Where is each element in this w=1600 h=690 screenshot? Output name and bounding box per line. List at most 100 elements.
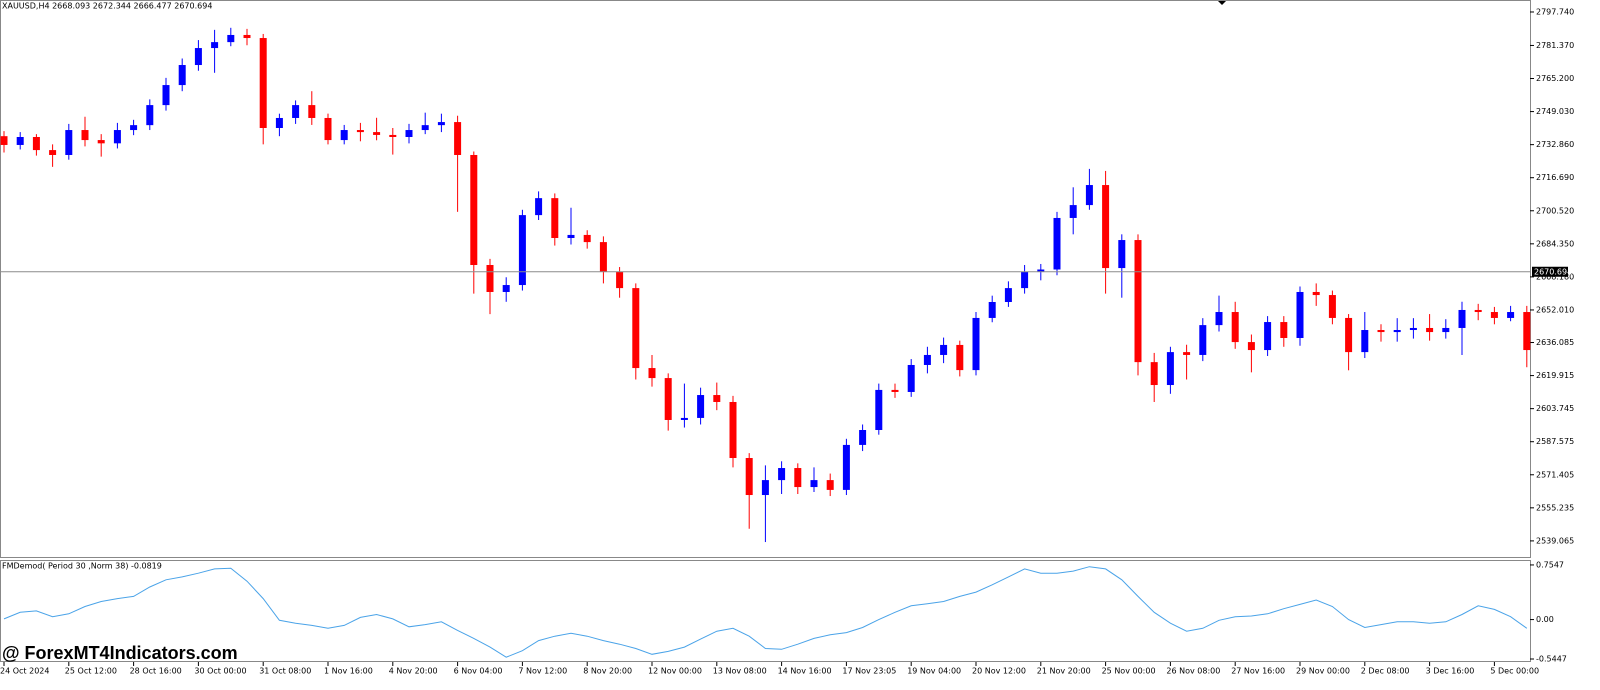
candle-body — [1442, 327, 1450, 333]
candle-body — [875, 389, 883, 431]
indicator-frame — [0, 560, 1531, 662]
current-price-box — [1532, 266, 1568, 277]
candle-body — [275, 117, 283, 128]
candle-body — [1231, 312, 1239, 343]
watermark: @ ForexMT4Indicators.com — [2, 643, 238, 663]
x-tick-label: 31 Oct 08:00 — [259, 667, 311, 676]
candle-body — [356, 130, 364, 133]
candle-body — [826, 480, 834, 490]
y-tick-label: 2603.745 — [1536, 404, 1574, 413]
candle-body — [842, 444, 850, 490]
candle-body — [940, 344, 948, 355]
candle-body — [956, 344, 964, 371]
candle-body — [146, 105, 154, 126]
y-tick-label: 2571.405 — [1536, 470, 1574, 479]
candle-body — [583, 234, 591, 243]
candle-body — [1053, 217, 1061, 270]
candle-body — [1085, 185, 1093, 206]
candle-body — [1523, 312, 1531, 351]
chart-title: XAUUSD,H4 2668.093 2672.344 2666.477 267… — [2, 2, 212, 11]
candle-body — [1134, 240, 1142, 363]
candle-body — [211, 42, 219, 49]
y-tick-label: 2684.350 — [1536, 239, 1574, 248]
candle-body — [340, 130, 348, 141]
candle-body — [194, 48, 202, 66]
candle-body — [599, 242, 607, 272]
candle-body — [1458, 309, 1466, 328]
candle-body — [389, 134, 397, 137]
x-tick-label: 25 Oct 12:00 — [65, 667, 117, 676]
x-tick-label: 25 Nov 00:00 — [1102, 667, 1156, 676]
candle-body — [227, 34, 235, 43]
x-tick-label: 7 Nov 12:00 — [518, 667, 567, 676]
candle-body — [259, 38, 267, 128]
candle-body — [243, 34, 251, 39]
candle-body — [1118, 240, 1126, 269]
x-tick-label: 6 Nov 04:00 — [454, 667, 503, 676]
y-tick-label: 2765.200 — [1536, 74, 1574, 83]
y-tick-label: 2555.235 — [1536, 503, 1574, 512]
candle-body — [1021, 271, 1029, 289]
candle-body — [1102, 185, 1110, 269]
candle-body — [891, 389, 899, 392]
candle-body — [405, 130, 413, 137]
y-tick-label: 2716.690 — [1536, 173, 1574, 182]
y-tick-label: 2781.370 — [1536, 41, 1574, 50]
candle-body — [324, 117, 332, 141]
candle-body — [0, 136, 8, 145]
candle-body — [162, 85, 170, 106]
y-tick-label: 2587.575 — [1536, 437, 1574, 446]
candle-body — [794, 468, 802, 488]
candle-body — [518, 215, 526, 286]
x-tick-label: 1 Nov 16:00 — [324, 667, 373, 676]
candle-body — [1296, 291, 1304, 338]
plot-layer: 2797.740 2781.370 2765.200 2749.030 2732.860… — [0, 7, 1574, 676]
candle-body — [1166, 352, 1174, 386]
candle-body — [470, 154, 478, 265]
x-tick-label: 8 Nov 20:00 — [583, 667, 632, 676]
candle-body — [49, 150, 57, 155]
candle-body — [697, 395, 705, 418]
y-tick-label: 2797.740 — [1536, 7, 1574, 16]
candle-body — [292, 105, 300, 118]
x-tick-label: 3 Dec 16:00 — [1426, 667, 1475, 676]
candle-body — [1361, 330, 1369, 353]
x-tick-label: 2 Dec 08:00 — [1361, 667, 1410, 676]
candle-body — [551, 198, 559, 239]
candle-body — [859, 430, 867, 445]
candle-body — [1150, 362, 1158, 386]
candle-body — [1247, 342, 1255, 351]
y-tick-label: 2539.065 — [1536, 536, 1574, 545]
candle-body — [1069, 205, 1077, 218]
y-tick-label: 2668.180 — [1536, 272, 1574, 281]
candle-body — [1037, 269, 1045, 272]
candle-body — [1328, 295, 1336, 318]
candle-body — [1409, 327, 1417, 331]
x-tick-label: 27 Nov 16:00 — [1231, 667, 1285, 676]
candle-body — [632, 288, 640, 369]
x-tick-label: 14 Nov 16:00 — [778, 667, 832, 676]
candle-body — [988, 302, 996, 318]
candle-body — [729, 401, 737, 459]
candle-body — [113, 130, 121, 144]
y-tick-label: 2652.010 — [1536, 305, 1574, 314]
current-price-label: 2670.694 — [1534, 267, 1572, 276]
candle-body — [1004, 288, 1012, 303]
y-tick-label: 2732.860 — [1536, 140, 1574, 149]
candle-body — [502, 285, 510, 292]
candle-body — [1507, 312, 1515, 318]
x-tick-label: 4 Nov 20:00 — [389, 667, 438, 676]
candle-body — [745, 458, 753, 496]
candle-body — [648, 368, 656, 379]
y-tick-label: 2700.520 — [1536, 206, 1574, 215]
x-tick-label: 29 Nov 00:00 — [1296, 667, 1350, 676]
candle-body — [97, 140, 105, 144]
candle-body — [567, 234, 575, 239]
candle-body — [437, 122, 445, 126]
candle-body — [1183, 352, 1191, 355]
candle-body — [1377, 330, 1385, 333]
candle-body — [178, 65, 186, 86]
candle-body — [713, 395, 721, 402]
